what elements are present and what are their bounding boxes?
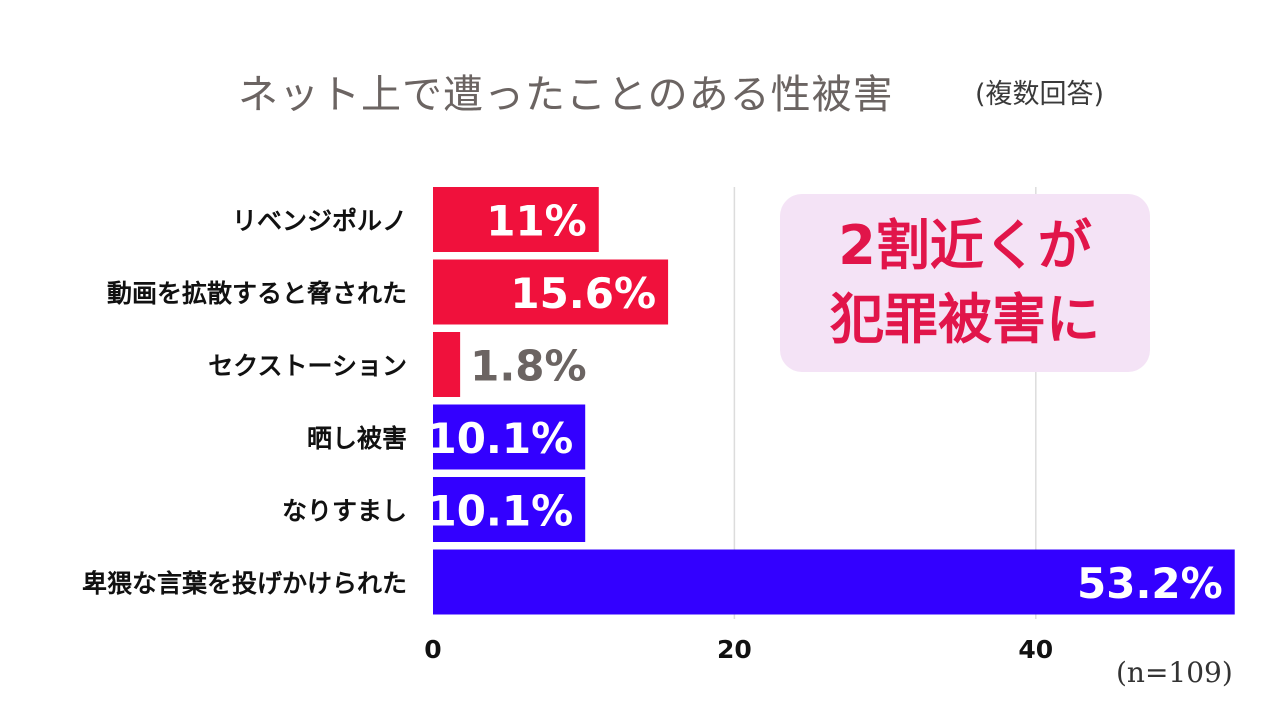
category-label-3: セクストーション	[208, 352, 407, 381]
bar-6	[433, 549, 1235, 615]
chart-subtitle: (複数回答)	[975, 79, 1105, 110]
x-tick-label-20: 20	[717, 635, 752, 664]
bar-5	[433, 477, 586, 542]
bar-4	[433, 404, 586, 470]
category-label-2: 動画を拡散すると脅された	[107, 279, 407, 308]
category-label-6: 卑猥な言葉を投げかけられた	[82, 569, 407, 598]
bar-3	[433, 332, 461, 397]
value-label-2: 15.6%	[510, 269, 656, 318]
value-label-5: 10.1%	[427, 487, 573, 536]
callout-box: 2割近くが 犯罪被害に	[780, 194, 1150, 372]
bar-2	[433, 259, 669, 325]
callout-line-2: 犯罪被害に	[830, 288, 1100, 351]
x-tick-label-0: 0	[424, 635, 441, 664]
chart-title: ネット上で遭ったことのある性被害	[238, 72, 894, 118]
value-label-4: 10.1%	[427, 414, 573, 463]
sample-size-note: (n=109)	[1116, 656, 1233, 689]
value-label-1: 11%	[486, 197, 587, 246]
category-label-1: リベンジポルノ	[232, 207, 407, 236]
category-label-5: なりすまし	[282, 497, 407, 526]
bar-1	[433, 187, 599, 252]
value-label-6: 53.2%	[1077, 559, 1223, 608]
x-tick-label-40: 40	[1018, 635, 1053, 664]
category-label-4: 晒し被害	[307, 424, 407, 453]
callout-line-1: 2割近くが	[838, 214, 1092, 277]
value-label-3: 1.8%	[470, 342, 586, 391]
